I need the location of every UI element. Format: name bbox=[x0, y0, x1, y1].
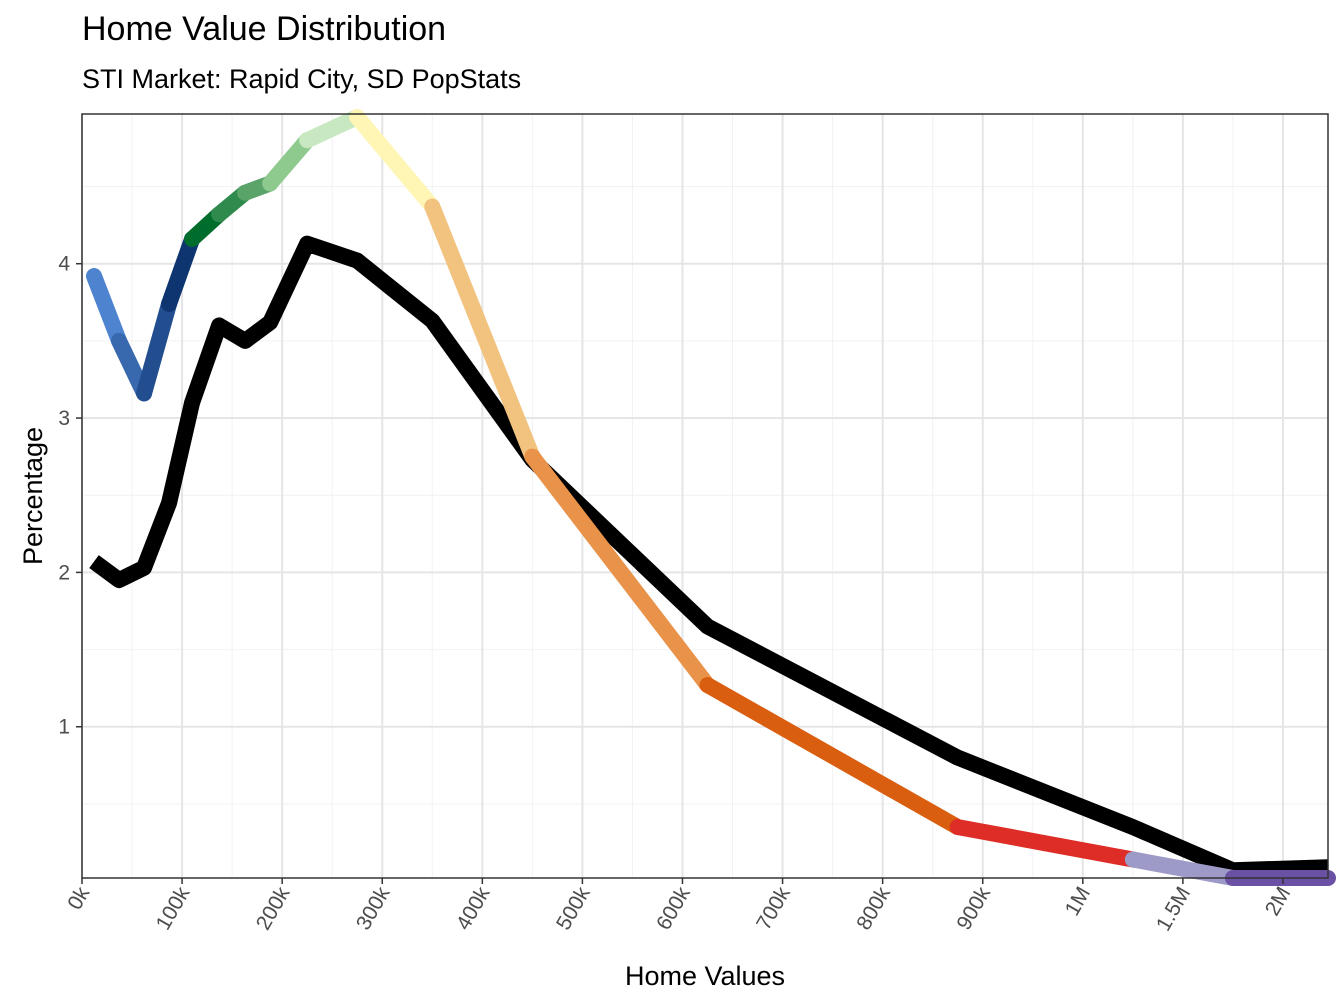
x-tick-label: 300k bbox=[352, 883, 395, 934]
series-line-sti-market bbox=[89, 235, 1329, 879]
x-tick-label: 1M bbox=[1061, 883, 1096, 920]
x-tick-label: 700k bbox=[752, 883, 795, 934]
x-tick-label: 600k bbox=[652, 883, 695, 934]
x-tick-label: 900k bbox=[952, 883, 995, 934]
x-tick-label: 0k bbox=[63, 883, 94, 914]
y-tick-label: 2 bbox=[58, 561, 70, 584]
y-axis-title: Percentage bbox=[18, 427, 48, 565]
series-segment bbox=[699, 677, 966, 836]
series-segment bbox=[136, 295, 178, 402]
series-segment bbox=[161, 231, 201, 312]
series-segment bbox=[949, 819, 1141, 868]
y-tick-label: 1 bbox=[58, 716, 70, 739]
chart-subtitle: STI Market: Rapid City, SD PopStats bbox=[82, 64, 522, 94]
x-axis-title: Home Values bbox=[625, 961, 785, 991]
y-tick-label: 4 bbox=[58, 253, 70, 276]
series-segment bbox=[262, 132, 316, 192]
series-segment bbox=[349, 109, 441, 215]
series-segment bbox=[524, 448, 716, 694]
series-segment bbox=[299, 109, 366, 149]
series-segment bbox=[1124, 851, 1241, 886]
x-tick-label: 400k bbox=[452, 883, 495, 934]
panel-border bbox=[81, 113, 1329, 879]
grid bbox=[81, 114, 1328, 878]
x-tick-label: 800k bbox=[852, 883, 895, 934]
x-tick-label: 500k bbox=[552, 883, 595, 934]
series-segment bbox=[86, 268, 128, 349]
series-layer bbox=[86, 109, 1336, 886]
x-tick-label: 200k bbox=[252, 883, 295, 934]
chart-title: Home Value Distribution bbox=[82, 10, 447, 48]
x-tick-label: 100k bbox=[152, 883, 195, 934]
series-segment bbox=[424, 198, 541, 465]
y-tick-label: 3 bbox=[58, 407, 70, 430]
x-tick-label: 1.5M bbox=[1152, 883, 1195, 935]
x-tick-label: 2M bbox=[1261, 883, 1296, 920]
